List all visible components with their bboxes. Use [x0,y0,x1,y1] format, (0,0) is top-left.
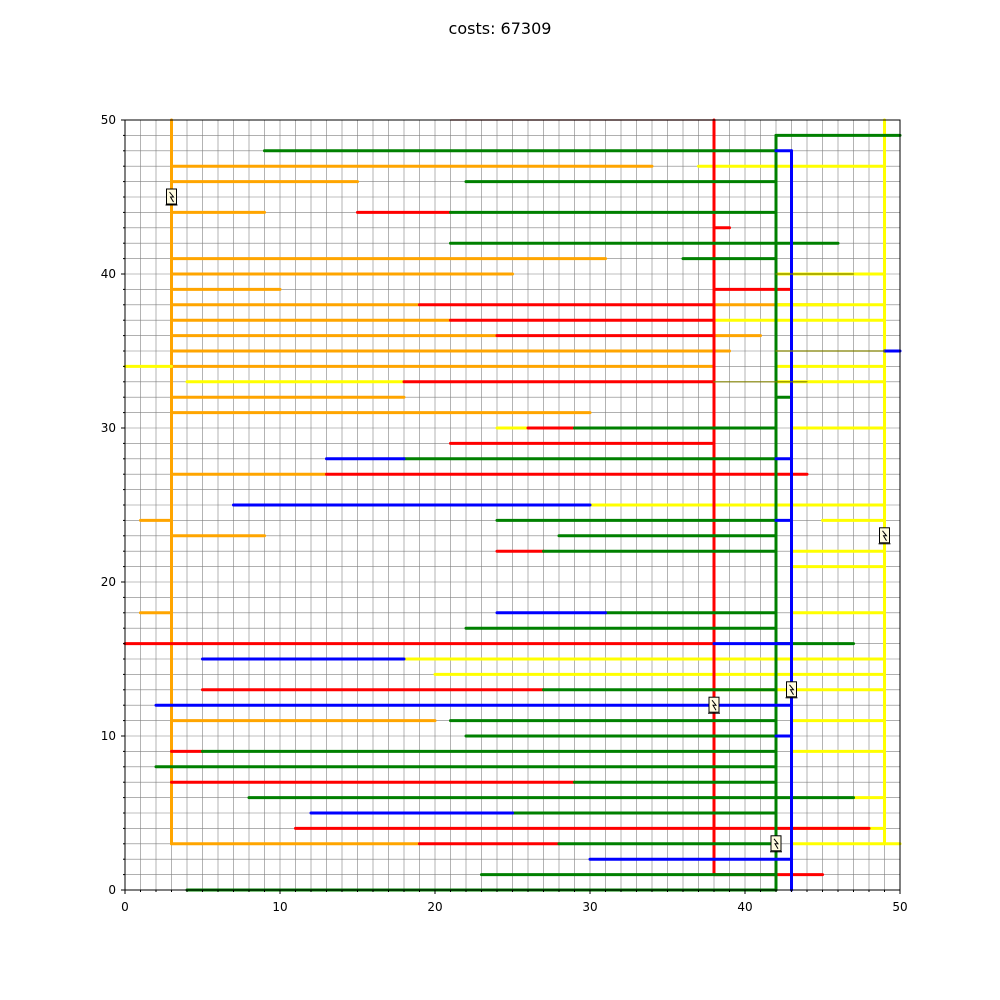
transformer-icon [770,835,782,853]
x-tick-label: 10 [272,900,287,914]
y-tick-label: 30 [101,421,116,435]
x-tick-label: 20 [427,900,442,914]
axes: 0 10 20 30 40 50 0 10 20 30 40 50 [101,113,908,914]
x-tick-label: 40 [737,900,752,914]
x-tick-label: 50 [892,900,907,914]
y-tick-label: 20 [101,575,116,589]
x-tick-label: 30 [582,900,597,914]
markers [165,188,891,853]
transformer-icon [165,188,178,206]
y-tick-label: 10 [101,729,116,743]
series-olive [713,273,886,383]
series-red [123,118,871,877]
transformer-icon [708,696,720,714]
y-tick-label: 50 [101,113,116,127]
transformer-icon [878,527,891,545]
y-tick-label: 40 [101,267,116,281]
y-tick-label: 0 [108,883,116,897]
series-orange [139,118,840,846]
chart-title: costs: 67309 [449,19,552,38]
x-tick-label: 0 [121,900,129,914]
transformer-icon [785,681,798,699]
